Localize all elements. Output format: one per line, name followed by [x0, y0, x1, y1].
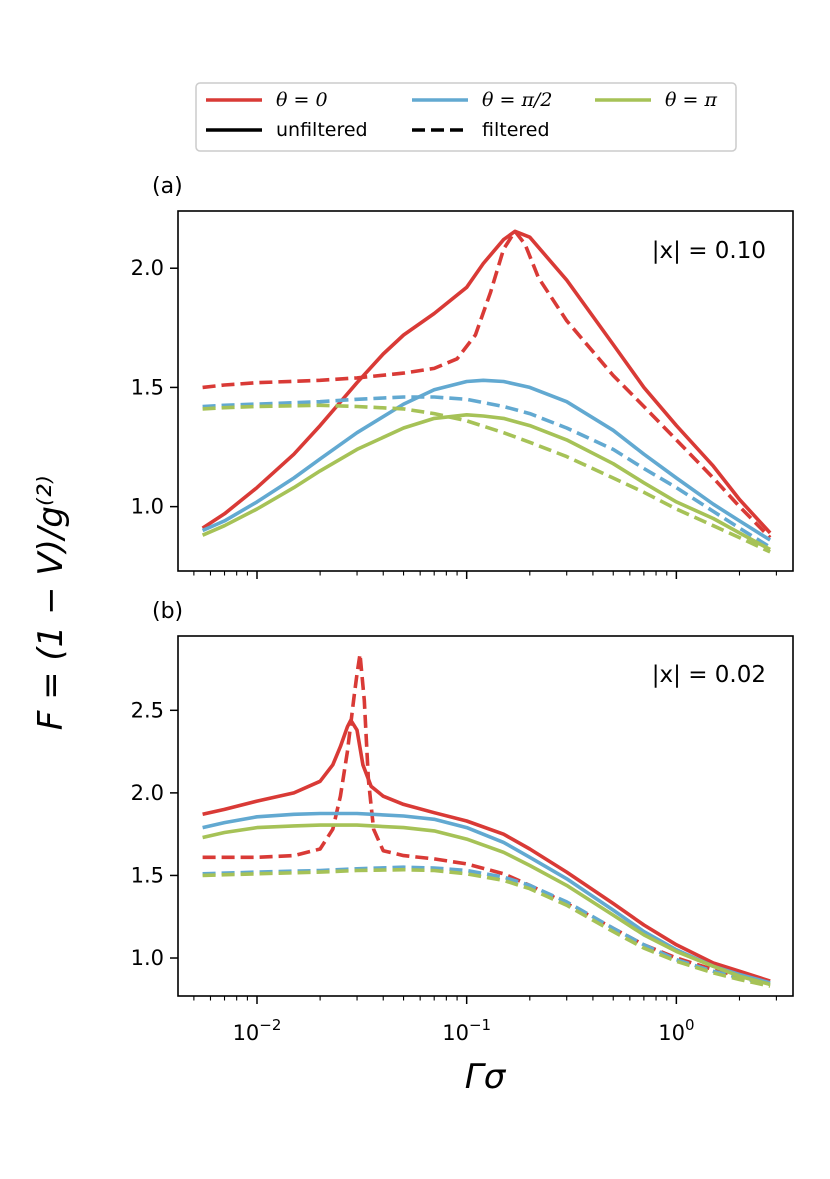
panel-a-y-axis: 1.0 1.5 2.0 [131, 256, 178, 519]
legend-label-filtered: filtered [482, 119, 550, 141]
x-tick-base: 10 [233, 1021, 260, 1045]
panel-b-series [202, 652, 771, 988]
panel-b-x-axis: 10−2 10−1 100 [193, 996, 777, 1045]
y-tick-label: 1.5 [131, 863, 164, 887]
panel-label-a: (a) [152, 174, 183, 199]
legend-label-theta-pi: θ = π [665, 89, 717, 111]
x-axis-title: Γσ [465, 1057, 507, 1097]
y-tick-label: 1.0 [131, 495, 164, 519]
y-tick-label: 2.5 [131, 698, 164, 722]
x-tick-exponent: −1 [469, 1016, 491, 1034]
x-tick-base: 10 [658, 1021, 685, 1045]
x-tick-exponent: −2 [259, 1016, 281, 1034]
panel-a-annotation: |x| = 0.10 [652, 238, 766, 264]
x-tick-exponent: 0 [685, 1016, 695, 1034]
panel-b-y-axis: 1.0 1.5 2.0 2.5 [131, 698, 178, 970]
x-tick-base: 10 [442, 1021, 469, 1045]
panel-b: (b) |x| = 0.02 1.01.52.02.5 10−2 10−1 100 [131, 599, 794, 1045]
legend: θ = 0 θ = π/2 θ = π unfiltered filtered [195, 82, 737, 152]
series-line [201, 229, 772, 535]
y-tick-label: 1.0 [131, 946, 164, 970]
x-tick-label: 100 [658, 1016, 694, 1045]
y-tick-label: 2.0 [131, 781, 164, 805]
panel-a-x-axis [193, 571, 777, 579]
series-line [201, 378, 772, 542]
panel-b-frame [177, 635, 794, 997]
legend-label-theta-pi-half: θ = π/2 [482, 89, 552, 111]
series-line [202, 865, 771, 987]
series-line [202, 395, 772, 549]
y-tick-label: 2.0 [131, 256, 164, 280]
series-line [202, 403, 771, 554]
legend-label-theta-0: θ = 0 [276, 89, 328, 111]
panel-a-series [201, 229, 772, 554]
x-tick-label: 10−1 [442, 1016, 491, 1045]
legend-label-unfiltered: unfiltered [276, 119, 368, 141]
x-tick-label: 10−2 [233, 1016, 282, 1045]
series-line [202, 867, 771, 988]
panel-a: (a) |x| = 0.10 1.0 1.5 2.0 [131, 174, 794, 579]
series-line [202, 652, 771, 985]
series-line [202, 823, 771, 987]
panel-a-frame [177, 210, 794, 572]
series-line [202, 718, 771, 983]
series-line [202, 811, 771, 985]
panel-b-annotation: |x| = 0.02 [652, 662, 766, 688]
y-axis-title: F = (1 − V)/g⁽²⁾ [31, 476, 71, 731]
y-tick-label: 1.5 [131, 375, 164, 399]
panel-label-b: (b) [152, 599, 183, 624]
series-line [201, 412, 771, 552]
series-line [202, 229, 772, 539]
